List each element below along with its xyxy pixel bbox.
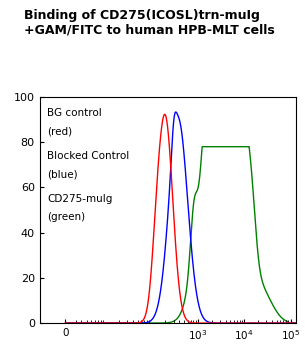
Text: Blocked Control: Blocked Control <box>47 151 130 161</box>
Text: (red): (red) <box>47 126 73 136</box>
Text: CD275-muIg: CD275-muIg <box>47 194 113 204</box>
Text: Binding of CD275(ICOSL)trn-muIg
+GAM/FITC to human HPB-MLT cells: Binding of CD275(ICOSL)trn-muIg +GAM/FIT… <box>24 9 275 37</box>
Text: (blue): (blue) <box>47 169 78 179</box>
Text: (green): (green) <box>47 212 85 222</box>
Text: BG control: BG control <box>47 108 102 118</box>
